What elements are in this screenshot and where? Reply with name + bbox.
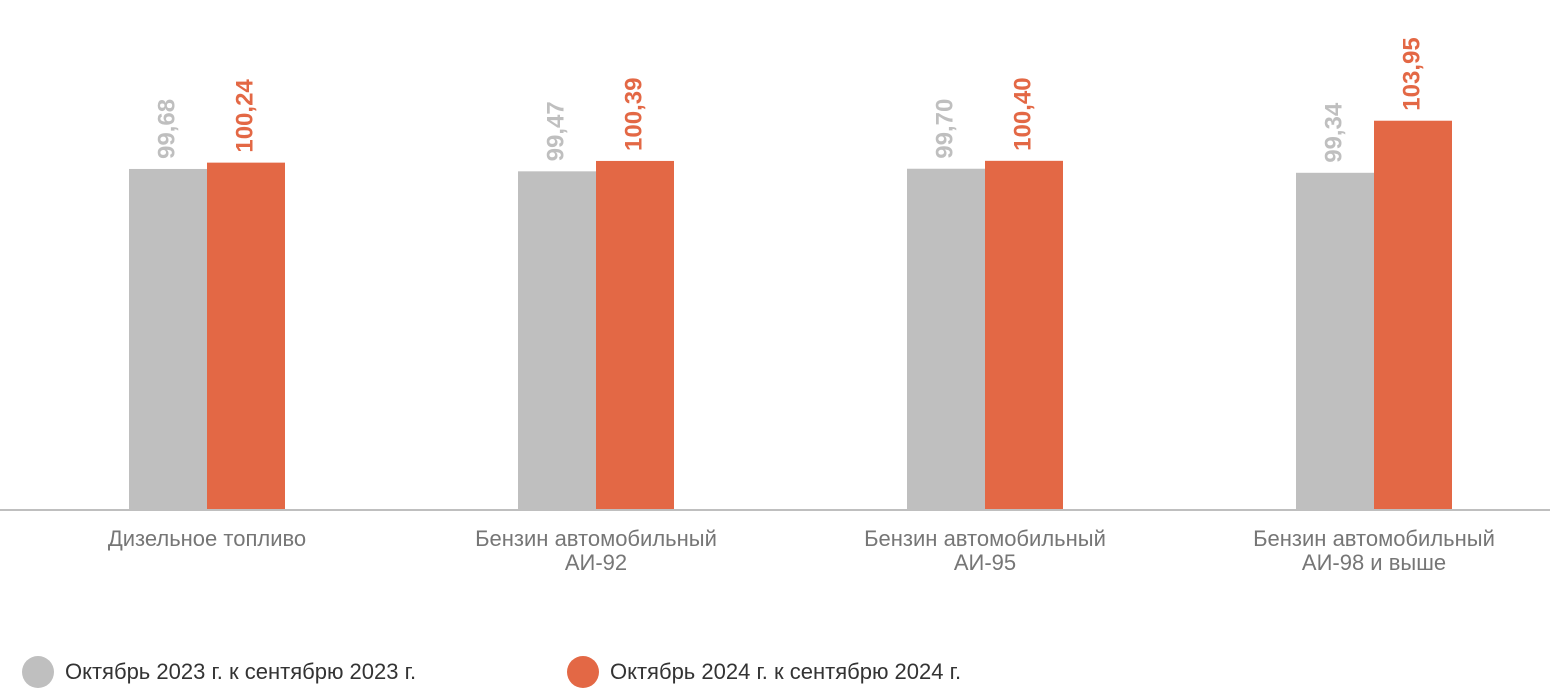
bar xyxy=(518,171,596,511)
x-tick-label: Бензин автомобильный АИ-98 и выше xyxy=(1253,526,1495,575)
value-label: 99,47 xyxy=(542,101,569,161)
legend-label: Октябрь 2024 г. к сентябрю 2024 г. xyxy=(610,659,961,684)
legend-label: Октябрь 2023 г. к сентябрю 2023 г. xyxy=(65,659,416,684)
value-label: 99,70 xyxy=(931,99,958,159)
value-label: 100,40 xyxy=(1009,77,1036,150)
value-label: 99,68 xyxy=(153,99,180,159)
bar xyxy=(985,160,1063,510)
value-label: 99,34 xyxy=(1320,102,1347,163)
value-label: 103,95 xyxy=(1398,37,1425,110)
x-tick-label: Дизельное топливо xyxy=(108,526,306,551)
bar xyxy=(207,162,285,510)
x-tick-label: Бензин автомобильный АИ-92 xyxy=(475,526,717,575)
bar xyxy=(596,160,674,510)
legend-swatch xyxy=(22,656,54,688)
bar xyxy=(1296,172,1374,511)
x-tick-label: Бензин автомобильный АИ-95 xyxy=(864,526,1106,575)
bar xyxy=(129,168,207,510)
value-label: 100,39 xyxy=(620,78,647,151)
value-label: 100,24 xyxy=(231,79,258,153)
bar xyxy=(907,168,985,511)
legend-swatch xyxy=(567,656,599,688)
bar xyxy=(1374,120,1452,510)
